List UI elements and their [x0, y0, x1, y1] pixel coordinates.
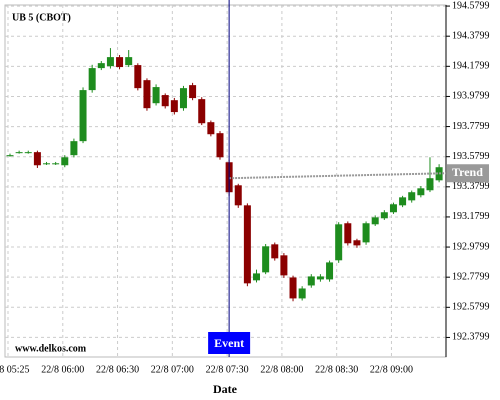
candle-body — [271, 244, 279, 259]
trend-label: Trend — [452, 165, 483, 179]
candle-body — [253, 273, 261, 281]
y-tick-label: 193.1799 — [452, 211, 490, 222]
y-tick-label: 193.5799 — [452, 151, 490, 162]
candle-body — [371, 217, 379, 225]
event-label-box — [208, 332, 251, 354]
candle-body — [234, 185, 242, 206]
candle-body — [179, 88, 187, 109]
candle-body — [43, 163, 51, 165]
candle-body — [198, 99, 206, 124]
x-tick-label: 22/8 07:30 — [206, 364, 249, 375]
candle-body — [353, 240, 361, 246]
candle-body — [216, 133, 224, 158]
event-label: Event — [214, 336, 244, 350]
y-tick-label: 192.3799 — [452, 332, 490, 343]
y-tick-label: 194.3799 — [452, 30, 490, 41]
candle-body — [52, 163, 60, 165]
candle-body — [362, 223, 370, 243]
x-tick-label: 22/8 06:30 — [96, 364, 139, 375]
y-tick-label: 193.7799 — [452, 121, 490, 132]
candle-body — [399, 197, 407, 206]
y-tick-label: 193.3799 — [452, 181, 490, 192]
y-tick-label: 193.9799 — [452, 91, 490, 102]
candle-body — [280, 255, 288, 276]
candle-body — [61, 157, 69, 166]
x-axis-label: Date — [213, 382, 238, 396]
y-tick-label: 192.5799 — [452, 302, 490, 313]
candle-body — [143, 80, 151, 109]
plot-frame — [4, 4, 447, 358]
chart-title: UB 5 (CBOT) — [12, 12, 71, 23]
x-tick-label: 22/8 09:00 — [370, 364, 413, 375]
y-tick-label: 192.9799 — [452, 241, 490, 252]
candle-body — [316, 276, 324, 280]
candle-body — [307, 276, 315, 286]
candle-body — [152, 87, 160, 104]
candle-body — [417, 188, 425, 196]
candle-body — [170, 100, 178, 113]
candle-body — [426, 178, 434, 191]
x-tick-label: 22/8 05:25 — [0, 364, 30, 375]
candle-body — [88, 68, 96, 91]
candle-body — [335, 224, 343, 261]
candle-body — [389, 204, 397, 213]
candle-body — [15, 152, 23, 154]
candle-body — [380, 212, 388, 219]
trend-line — [229, 172, 447, 180]
x-tick-label: 22/8 07:00 — [151, 364, 194, 375]
candle-body — [344, 223, 352, 244]
candle-body — [79, 90, 87, 142]
trend-label-box — [447, 164, 489, 183]
candle-body — [289, 277, 297, 299]
y-tick-label: 194.5799 — [452, 0, 490, 11]
x-tick-label: 22/8 06:00 — [41, 364, 84, 375]
candle-body — [189, 85, 197, 99]
candle-body — [207, 122, 215, 135]
candle-body — [97, 63, 105, 69]
x-tick-label: 22/8 08:30 — [315, 364, 358, 375]
y-tick-label: 194.1799 — [452, 61, 490, 72]
x-tick-label: 22/8 08:00 — [260, 364, 303, 375]
watermark: www.delkos.com — [15, 343, 87, 354]
candle-body — [24, 152, 32, 154]
candle-body — [408, 192, 416, 201]
candle-body — [262, 246, 270, 273]
candle-body — [125, 57, 133, 66]
candle-body — [243, 205, 251, 284]
candle-body — [6, 155, 14, 157]
candle-body — [106, 57, 114, 67]
candle-body — [298, 288, 306, 299]
candle-body — [70, 141, 78, 156]
candle-body — [326, 262, 334, 280]
candle-body — [116, 57, 124, 68]
candle-body — [33, 152, 41, 166]
candle-body — [161, 95, 169, 107]
y-tick-label: 192.7799 — [452, 271, 490, 282]
candle-body — [134, 65, 142, 89]
